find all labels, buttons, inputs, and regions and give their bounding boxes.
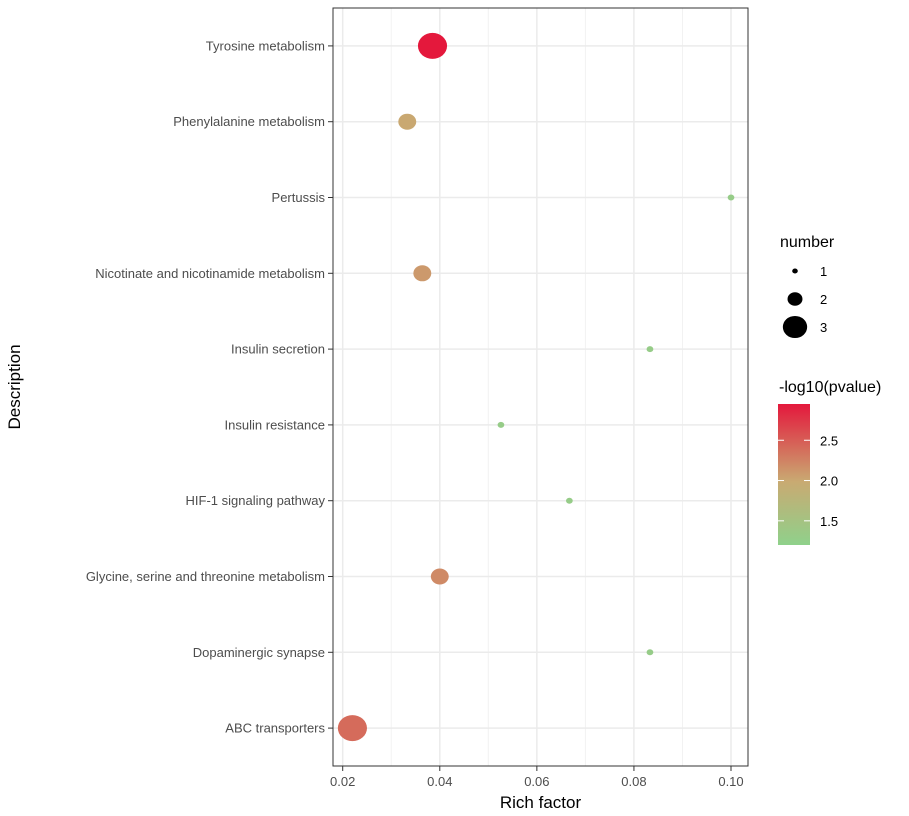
y-tick-label: ABC transporters — [225, 721, 325, 736]
data-point — [417, 32, 448, 59]
data-point — [727, 194, 735, 201]
y-tick-label: Pertussis — [272, 190, 326, 205]
size-legend-label: 2 — [820, 292, 827, 307]
data-point — [398, 113, 417, 130]
data-point — [497, 421, 505, 428]
y-tick-label: Dopaminergic synapse — [193, 645, 325, 660]
size-legend-label: 1 — [820, 264, 827, 279]
size-legend-key — [782, 315, 808, 339]
x-tick-label: 0.10 — [718, 774, 743, 789]
data-point — [337, 715, 367, 742]
colorbar-label: 2.0 — [820, 474, 838, 489]
x-tick-label: 0.06 — [524, 774, 549, 789]
size-legend-title: number — [780, 234, 835, 251]
data-point — [566, 497, 573, 504]
y-tick-label: HIF-1 signaling pathway — [186, 493, 326, 508]
y-tick-label: Nicotinate and nicotinamide metabolism — [95, 266, 325, 281]
data-point — [646, 346, 654, 353]
size-legend-key — [792, 268, 798, 274]
data-points — [337, 32, 735, 742]
data-point — [430, 568, 449, 585]
data-point — [646, 649, 654, 656]
y-tick-label: Tyrosine metabolism — [206, 38, 325, 53]
colorbar — [778, 404, 810, 545]
y-axis-title: Description — [5, 344, 24, 429]
x-axis: 0.02 0.04 0.06 0.08 0.10 — [330, 766, 744, 789]
size-legend-label: 3 — [820, 320, 827, 335]
x-tick-label: 0.02 — [330, 774, 355, 789]
color-legend-title: -log10(pvalue) — [779, 379, 881, 396]
x-tick-label: 0.08 — [621, 774, 646, 789]
y-tick-label: Phenylalanine metabolism — [173, 114, 325, 129]
y-tick-label: Insulin secretion — [231, 342, 325, 357]
grid — [333, 8, 748, 766]
y-tick-label: Insulin resistance — [225, 417, 325, 432]
colorbar-label: 1.5 — [820, 514, 838, 529]
y-tick-label: Glycine, serine and threonine metabolism — [86, 569, 325, 584]
plot-panel-border — [332, 7, 749, 767]
size-legend-key — [787, 292, 803, 306]
color-legend: -log10(pvalue) 1.5 2.0 2.5 — [778, 379, 881, 545]
x-tick-label: 0.04 — [427, 774, 452, 789]
x-axis-title: Rich factor — [500, 793, 582, 812]
size-legend: number 1 2 3 — [780, 234, 835, 339]
data-point — [413, 265, 432, 282]
colorbar-label: 2.5 — [820, 433, 838, 448]
y-axis: ABC transporters Dopaminergic synapse Glyc… — [86, 38, 333, 736]
